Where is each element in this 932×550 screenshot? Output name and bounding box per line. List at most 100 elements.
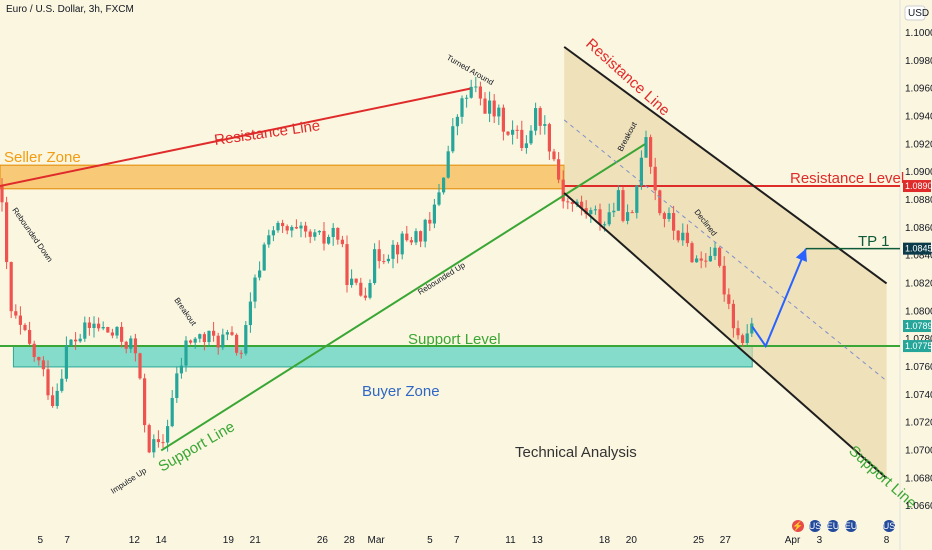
time-tick-label: 18 [599,535,611,546]
price-tick-label: 1.07600 [905,362,932,373]
support-level-label: Support Level [408,331,501,348]
event-badge[interactable] [845,520,857,532]
candle-body [515,129,519,131]
candle-body [662,213,666,219]
price-axis: 1.10000 1.09800 1.09600 1.09400 1.09200 1.090… [905,28,932,512]
candle-body [676,230,680,241]
candle-body [138,353,142,379]
event-badge-label: US [809,521,822,531]
time-tick-label: 5 [38,535,44,546]
price-tick-label: 1.09800 [905,56,932,67]
candle-body [230,332,234,335]
candle-body [699,258,703,261]
candle-body [524,143,528,148]
candle-body [331,227,335,237]
candle-body [396,244,400,255]
currency-badge[interactable] [904,5,926,21]
candle-body [87,322,91,328]
candle-body [212,330,216,336]
candle-body [419,231,423,242]
candle-body [639,157,643,186]
support-trendline [160,143,646,452]
time-tick-label: 7 [454,535,460,546]
price-label-text: 1.07894 [905,321,932,331]
candle-body [46,369,50,396]
candle-body [474,86,478,88]
candle-body [41,360,45,370]
candle-body [51,395,55,406]
price-label-box [903,242,931,255]
candle-body [607,212,611,225]
candle-body [198,334,202,339]
candle-body [124,341,128,349]
candle-body [267,235,271,245]
candle-body [465,97,469,99]
price-tick-label: 1.06800 [905,473,932,484]
candle-body [368,283,372,298]
price-tick-label: 1.08800 [905,195,932,206]
price-tick-label: 1.09400 [905,111,932,122]
candle-body [345,244,349,286]
candle-body [727,294,731,304]
candle-body [156,439,160,443]
price-tick-label: 1.08600 [905,223,932,234]
candle-body [28,329,32,344]
resistance-trendline [0,87,471,188]
candle-body [409,240,413,243]
candle-body [294,226,298,229]
event-badge[interactable] [883,520,895,532]
candle-body [478,86,482,99]
price-tick-label: 1.07400 [905,390,932,401]
candle-body [547,124,551,152]
price-tick-label: 1.09600 [905,84,932,95]
event-badge-label: US [883,521,896,531]
candle-body [32,343,36,357]
time-tick-label: 21 [250,535,262,546]
tp1-label: TP 1 [858,233,889,250]
price-label-text: 1.08900 [905,181,932,191]
candle-body [644,137,648,158]
time-tick-label: Mar [368,535,386,546]
price-label-box [903,320,931,333]
event-badges: ⚡ US EU EU US [792,520,895,532]
chart-title: Euro / U.S. Dollar, 3h, FXCM [6,4,134,15]
candle-body [543,124,547,126]
price-tick-label: 1.07800 [905,334,932,345]
candle-body [92,323,96,328]
candle-body [377,249,381,262]
event-badge[interactable] [827,520,839,532]
candle-body [580,201,584,209]
price-tick-label: 1.10000 [905,28,932,39]
candle-body [207,330,211,343]
candle-body [741,335,745,343]
candle-body [189,340,193,343]
price-tick-label: 1.08400 [905,251,932,262]
candle-body [736,328,740,336]
candles [0,76,754,458]
candle-body [216,335,220,348]
price-labels: 1.08900 1.08450 1.07894 1.07750 [903,180,932,353]
candle-body [442,177,446,193]
candle-body [78,338,82,342]
candle-body [14,311,18,316]
candle-body [534,108,538,131]
time-tick-label: 19 [223,535,235,546]
candle-body [60,378,64,391]
time-tick-label: 26 [317,535,329,546]
candle-body [110,332,114,336]
candle-body [750,323,754,334]
candle-body [248,301,252,326]
candle-body [23,324,27,330]
candle-body [143,378,147,426]
event-badge[interactable] [809,520,821,532]
candle-body [428,219,432,224]
candle-body [55,390,59,406]
buyer-zone-label: Buyer Zone [362,383,440,400]
candle-body [101,327,105,329]
candle-body [722,265,726,295]
candle-body [469,86,473,98]
candle-body [64,345,68,379]
candle-body [120,326,124,342]
event-badge[interactable] [792,520,804,532]
candle-body [446,151,450,178]
